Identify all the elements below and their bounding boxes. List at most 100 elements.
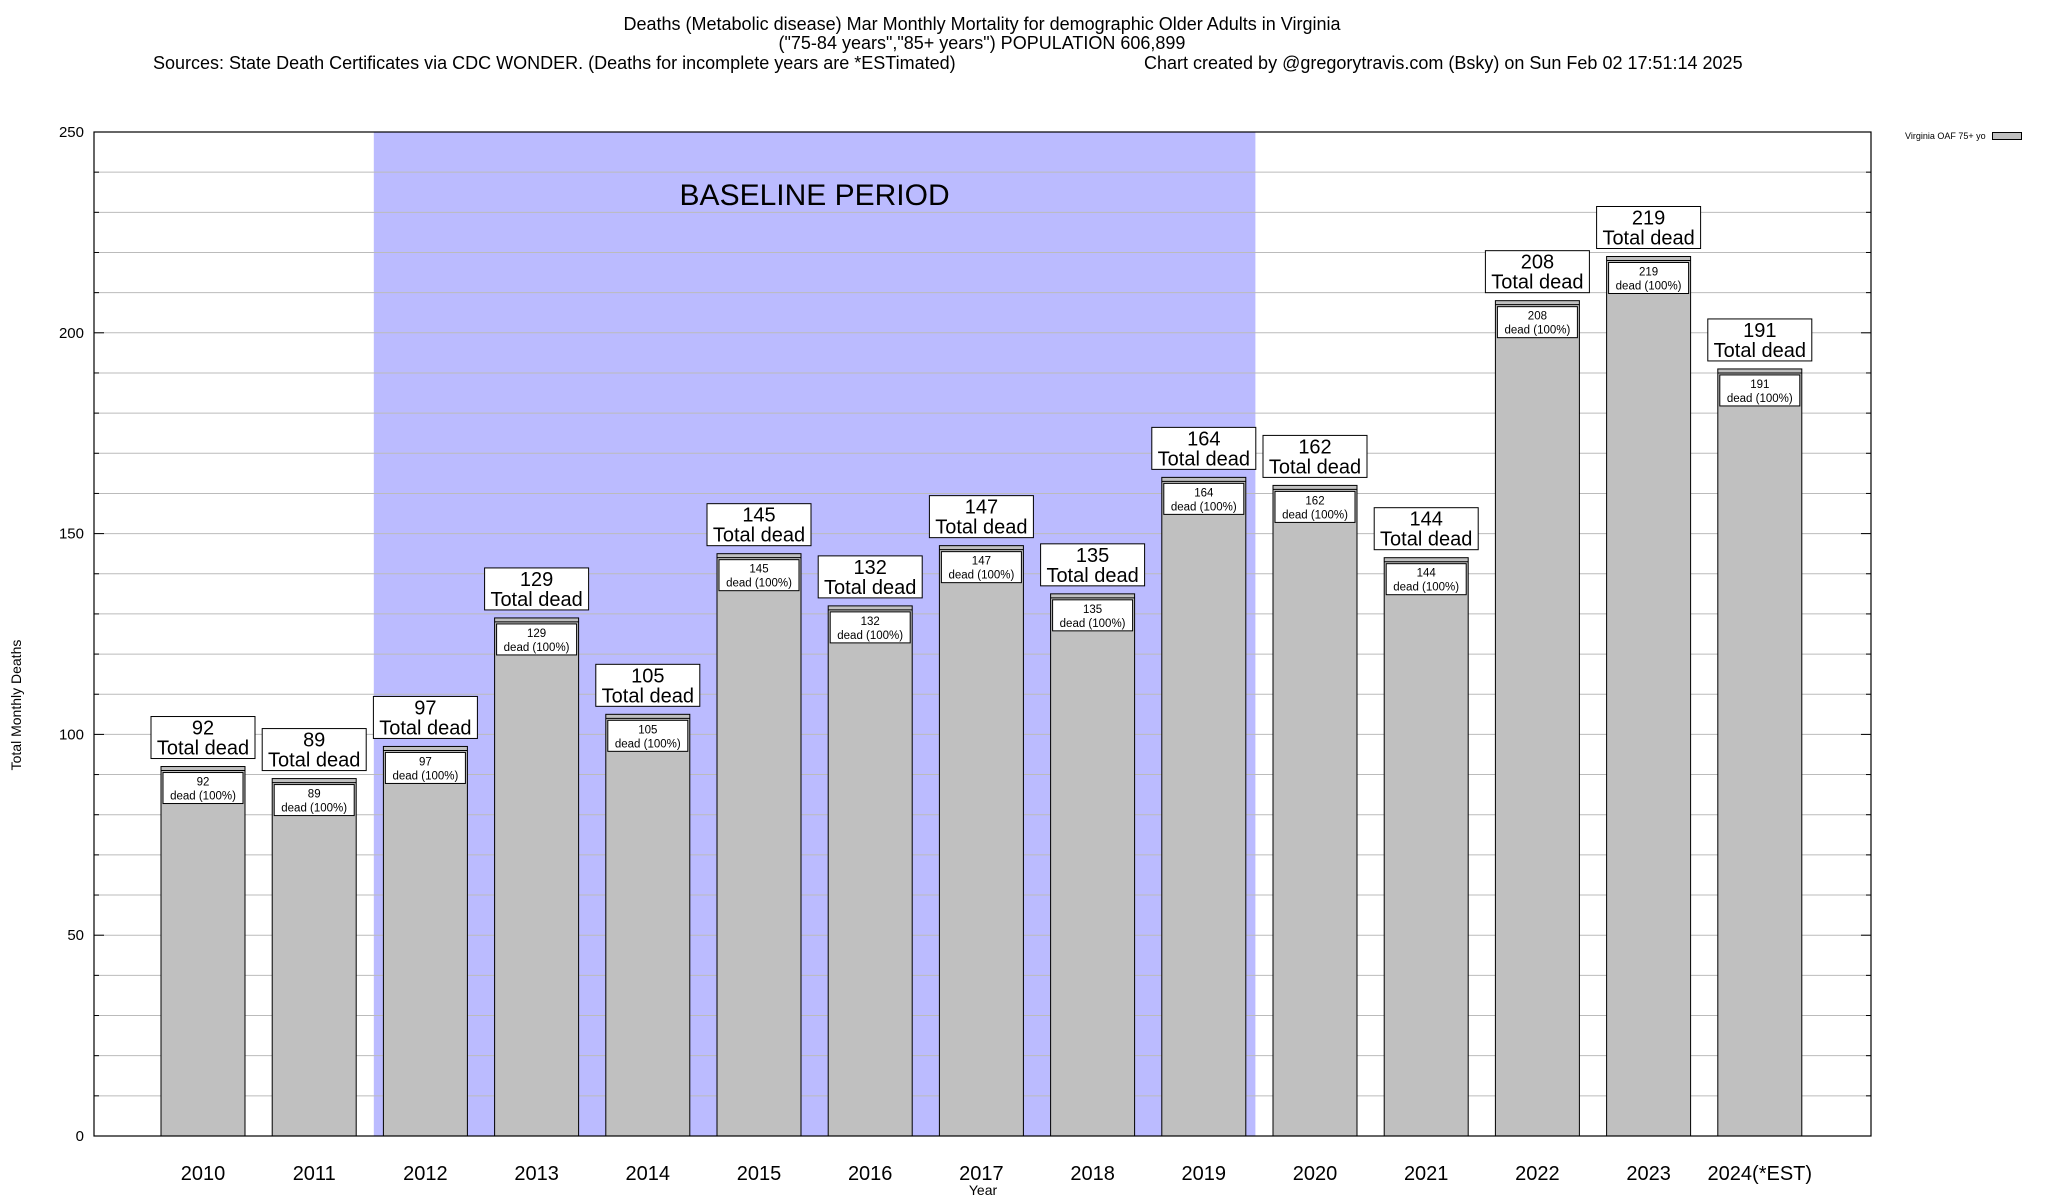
inner-percent-label: dead (100%) xyxy=(948,570,1014,582)
inner-value-label: 162 xyxy=(1305,495,1324,507)
inner-value-label: 219 xyxy=(1639,266,1658,278)
inner-percent-label: dead (100%) xyxy=(170,791,236,803)
x-tick-label: 2016 xyxy=(848,1163,893,1185)
inner-label-box xyxy=(1385,563,1467,596)
inner-label-box xyxy=(1608,261,1690,294)
total-label-box xyxy=(1262,434,1368,478)
inner-value-label: 135 xyxy=(1083,604,1102,616)
inner-value-label: 132 xyxy=(861,616,880,628)
total-value-label: 219 xyxy=(1632,207,1665,229)
x-tick-label: 2014 xyxy=(626,1163,671,1185)
total-value-label: 145 xyxy=(742,505,775,527)
inner-value-label: 144 xyxy=(1417,568,1437,580)
total-dead-label: Total dead xyxy=(268,750,360,772)
total-dead-label: Total dead xyxy=(490,589,582,611)
total-dead-label: Total dead xyxy=(1046,565,1138,587)
y-axis-label: Total Monthly Deaths xyxy=(8,639,24,771)
x-tick-label: 2015 xyxy=(737,1163,782,1185)
total-dead-label: Total dead xyxy=(1269,456,1361,478)
total-label-box xyxy=(1373,507,1479,551)
inner-percent-label: dead (100%) xyxy=(392,770,458,782)
total-label-box xyxy=(484,567,590,611)
chart-title: Deaths (Metabolic disease) Mar Monthly M… xyxy=(623,14,1341,34)
total-dead-label: Total dead xyxy=(1714,340,1806,362)
bar xyxy=(382,745,468,1137)
inner-percent-label: dead (100%) xyxy=(1171,501,1237,513)
bar xyxy=(1494,300,1580,1137)
bar xyxy=(1606,255,1692,1137)
inner-value-label: 97 xyxy=(419,756,432,768)
inner-value-label: 191 xyxy=(1750,379,1769,391)
inner-percent-label: dead (100%) xyxy=(1616,280,1682,292)
total-label-box xyxy=(1040,543,1146,587)
inner-label-box xyxy=(1052,599,1134,632)
inner-label-box xyxy=(940,551,1022,584)
bar xyxy=(1717,368,1803,1137)
total-dead-label: Total dead xyxy=(1491,272,1583,294)
inner-value-label: 89 xyxy=(308,789,321,801)
inner-value-label: 145 xyxy=(749,564,768,576)
total-dead-label: Total dead xyxy=(379,717,471,739)
inner-label-box xyxy=(1496,306,1578,339)
total-label-box xyxy=(1596,205,1702,249)
inner-percent-label: dead (100%) xyxy=(837,630,903,642)
total-dead-label: Total dead xyxy=(935,517,1027,539)
total-value-label: 132 xyxy=(854,557,887,579)
total-label-box xyxy=(150,716,256,760)
x-tick-label: 2012 xyxy=(403,1163,448,1185)
x-tick-label: 2021 xyxy=(1404,1163,1449,1185)
x-tick-label: 2010 xyxy=(181,1163,226,1185)
bar xyxy=(160,766,246,1137)
bar xyxy=(716,553,802,1137)
inner-label-box xyxy=(384,751,466,784)
total-label-box xyxy=(1484,250,1590,294)
total-value-label: 162 xyxy=(1298,436,1331,458)
bar xyxy=(827,605,913,1137)
sources-text: Sources: State Death Certificates via CD… xyxy=(153,53,956,73)
bar xyxy=(1161,476,1247,1137)
x-axis-label: Year xyxy=(968,1182,998,1198)
total-dead-label: Total dead xyxy=(1158,448,1250,470)
x-tick-label: 2022 xyxy=(1515,1163,1560,1185)
inner-percent-label: dead (100%) xyxy=(726,578,792,590)
inner-label-box xyxy=(496,623,578,656)
inner-label-box xyxy=(1274,490,1356,523)
credit-text: Chart created by @gregorytravis.com (Bsk… xyxy=(1144,53,1743,73)
total-label-box xyxy=(1707,318,1813,362)
inner-percent-label: dead (100%) xyxy=(1504,325,1570,337)
inner-label-box xyxy=(718,559,800,592)
plot-frame xyxy=(93,131,1872,1137)
total-label-box xyxy=(706,503,812,547)
y-tick-label: 100 xyxy=(59,726,84,743)
inner-label-box xyxy=(273,784,355,817)
total-dead-label: Total dead xyxy=(157,738,249,760)
total-value-label: 92 xyxy=(192,718,214,740)
total-label-box xyxy=(928,495,1034,539)
inner-value-label: 129 xyxy=(527,628,546,640)
y-tick-label: 50 xyxy=(67,927,84,944)
total-label-box xyxy=(261,728,367,772)
bar xyxy=(938,545,1024,1137)
total-dead-label: Total dead xyxy=(713,525,805,547)
total-dead-label: Total dead xyxy=(602,685,694,707)
inner-value-label: 105 xyxy=(638,724,657,736)
chart-subtitle: ("75-84 years","85+ years") POPULATION 6… xyxy=(778,33,1186,53)
inner-percent-label: dead (100%) xyxy=(1727,393,1793,405)
inner-label-box xyxy=(1163,482,1245,515)
legend-swatch xyxy=(1991,132,2022,140)
y-tick-label: 0 xyxy=(76,1128,84,1145)
x-tick-label: 2011 xyxy=(293,1163,336,1185)
total-label-box xyxy=(372,695,478,739)
y-tick-label: 250 xyxy=(59,124,84,141)
bar xyxy=(494,617,580,1137)
total-value-label: 164 xyxy=(1187,428,1220,450)
bar xyxy=(1272,484,1358,1137)
bar xyxy=(1050,593,1136,1137)
total-value-label: 144 xyxy=(1410,509,1443,531)
inner-percent-label: dead (100%) xyxy=(281,803,347,815)
total-label-box xyxy=(1151,426,1257,470)
inner-label-box xyxy=(829,611,911,644)
inner-label-box xyxy=(162,772,244,805)
inner-value-label: 92 xyxy=(197,777,210,789)
